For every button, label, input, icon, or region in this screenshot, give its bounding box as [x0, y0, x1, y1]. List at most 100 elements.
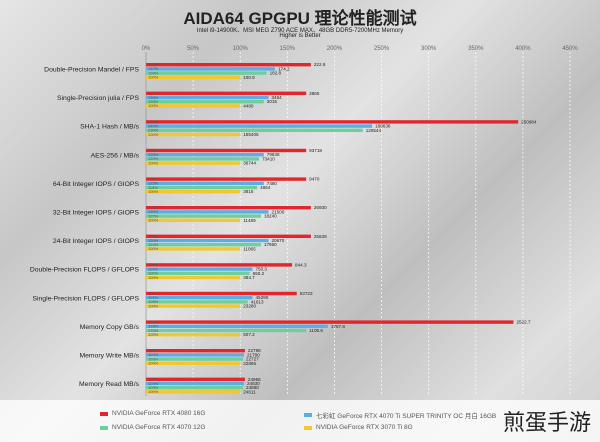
data-label: 7460 — [267, 181, 278, 186]
bar — [146, 238, 269, 243]
data-label: 22798 — [248, 348, 261, 353]
percent-label: 130% — [148, 209, 159, 214]
chart-subtitle: Intel i9-14900K、MSI MEG Z790 ACE MAX、48G… — [196, 28, 404, 34]
bar — [146, 161, 241, 165]
percent-label: 170% — [148, 328, 159, 333]
bar — [146, 275, 241, 280]
percent-label: 113% — [148, 266, 158, 271]
category-label: Single-Precision FLOPS / GFLOPS — [32, 295, 139, 302]
legend-item: NVIDIA GeForce RTX 4080 16G — [100, 410, 205, 417]
percent-label: 103% — [148, 356, 159, 361]
data-label: 22865 — [243, 361, 256, 366]
bar — [146, 353, 244, 357]
bar — [146, 324, 328, 328]
category-label: 32-Bit Integer IOPS / GIOPS — [53, 210, 140, 217]
percent-label: 125% — [148, 181, 159, 186]
bar-chart: 0% 50% 100% 150% 200% 250% 300% 350% 400% 450% Dou… — [30, 46, 578, 396]
watermark: 煎蛋手游 — [503, 411, 592, 436]
data-label: 24956 — [248, 377, 261, 382]
bar — [146, 263, 293, 267]
percent-label: 125% — [148, 99, 159, 104]
data-label: 4664 — [260, 185, 271, 190]
category-label: AES-256 / MB/s — [91, 152, 140, 159]
percent-label: 390% — [148, 319, 159, 324]
percent-label: 193% — [148, 324, 159, 329]
bar — [146, 95, 269, 100]
data-label: 3464 — [271, 95, 282, 100]
percent-label: 100% — [148, 218, 159, 223]
data-label: 25839 — [314, 234, 327, 239]
percent-label: 230% — [148, 128, 159, 133]
data-label: 3015 — [267, 99, 278, 104]
bar — [146, 377, 245, 381]
bar — [146, 386, 244, 390]
bar — [146, 234, 311, 238]
data-label: 188638 — [375, 124, 391, 129]
bar — [146, 349, 245, 353]
bar — [146, 71, 267, 75]
percent-label: 100% — [148, 132, 159, 137]
bar — [146, 214, 261, 218]
data-label: 24860 — [246, 385, 259, 390]
data-label: 100.9 — [243, 75, 255, 80]
x-tick-label: 300% — [421, 46, 437, 52]
category-label: Double-Precision FLOPS / GFLOPS — [30, 267, 140, 274]
bar — [146, 210, 269, 214]
legend-item: NVIDIA GeForce RTX 3070 Ti 8G — [304, 424, 413, 431]
percent-label: 170% — [148, 91, 159, 96]
percent-label: 170% — [148, 148, 159, 153]
percent-label: 100% — [148, 189, 159, 194]
bar — [146, 361, 241, 365]
bar — [146, 181, 264, 185]
percent-label: 175% — [148, 62, 159, 67]
percent-label: 100% — [148, 103, 159, 108]
bar — [146, 267, 253, 271]
legend-label: NVIDIA GeForce RTX 4070 12G — [112, 424, 206, 431]
bar — [146, 304, 241, 308]
bar — [146, 333, 241, 337]
data-label: 45290 — [255, 295, 268, 300]
x-tick-label: 400% — [515, 46, 531, 52]
x-tick-label: 50% — [187, 46, 200, 52]
percent-label: 128% — [148, 70, 159, 75]
chart-title: AIDA64 GPGPU 理论性能测试 — [183, 9, 417, 28]
data-label: 4480 — [243, 103, 254, 108]
percent-label: 100% — [148, 160, 159, 165]
percent-label: 125% — [148, 152, 159, 157]
percent-label: 100% — [148, 389, 159, 394]
bar — [146, 390, 241, 394]
data-label: 93718 — [309, 148, 322, 153]
legend-swatch — [304, 425, 312, 430]
x-tick-label: 250% — [374, 46, 390, 52]
bar — [146, 271, 250, 275]
percent-label: 137% — [148, 66, 159, 71]
x-tick-label: 350% — [468, 46, 484, 52]
legend-label: NVIDIA GeForce RTX 4080 16G — [112, 410, 206, 417]
bar — [146, 132, 241, 137]
percent-label: 100% — [148, 246, 159, 251]
percent-label: 130% — [148, 95, 159, 100]
bar — [146, 124, 373, 128]
category-label: Memory Write MB/s — [79, 353, 139, 360]
data-label: 18240 — [264, 214, 277, 219]
bar — [146, 206, 311, 210]
bar — [146, 104, 241, 108]
category-label: Single-Precision julia / FPS — [57, 95, 139, 102]
data-label: 17960 — [264, 242, 277, 247]
category-label: Double-Precision Mandel / FPS — [44, 67, 139, 74]
percent-label: 100% — [148, 75, 159, 80]
x-tick-label: 450% — [562, 46, 578, 52]
chart-subtitle-note: Higher is Better — [279, 33, 321, 39]
data-label: 844.3 — [295, 262, 307, 267]
percent-label: 240% — [148, 123, 159, 128]
data-label: 23280 — [243, 304, 256, 309]
x-tick-label: 0% — [142, 46, 151, 52]
data-label: 11489 — [243, 218, 256, 223]
bar — [146, 91, 307, 95]
legend-item: 七彩虹 GeForce RTX 4070 Ti SUPER TRINITY OC… — [304, 410, 496, 420]
data-label: 3865 — [309, 91, 320, 96]
bar — [146, 190, 241, 194]
data-label: 21790 — [247, 352, 260, 357]
data-label: 1105.6 — [309, 328, 323, 333]
data-label: 650.2 — [253, 271, 265, 276]
